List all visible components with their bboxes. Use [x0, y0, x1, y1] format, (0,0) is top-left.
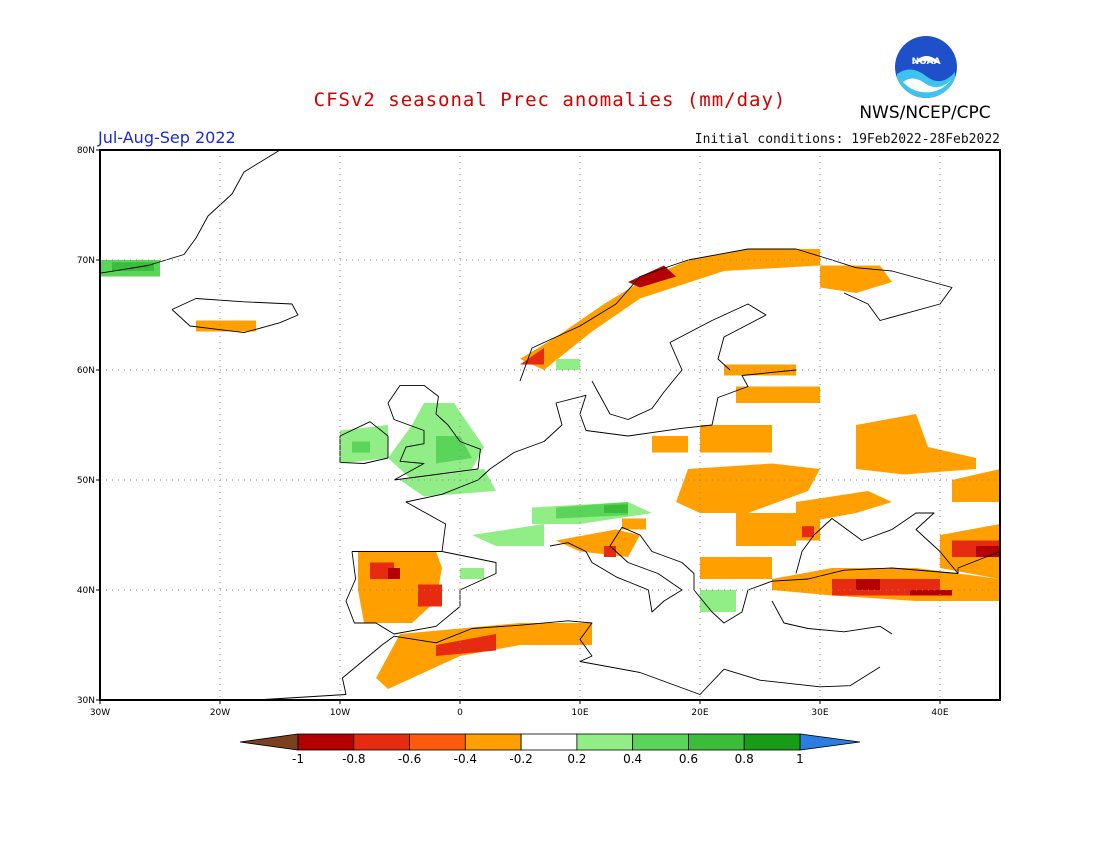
coast-turkey-south [771, 600, 893, 635]
coast-black-sea [795, 512, 959, 574]
lon-tick-label: 10W [330, 708, 350, 718]
colorbar-box [576, 733, 634, 751]
colorbar-tick-label: 0.8 [735, 752, 754, 766]
anomaly-region-north-africa [376, 623, 592, 689]
anomaly-region-italy-north-core [604, 546, 616, 557]
anomaly-region-russia-east [952, 469, 1000, 502]
lat-tick-label: 30N [77, 696, 95, 706]
colorbar-box [743, 733, 801, 751]
noaa-logo: NOAA [895, 36, 957, 99]
colorbar-arrow-high [799, 733, 861, 751]
colorbar-tick-label: 1 [796, 752, 804, 766]
lon-tick-label: 10E [571, 708, 588, 718]
colorbar-box [464, 733, 522, 751]
coast-norway [519, 248, 953, 382]
anomaly-region-ireland-core [352, 441, 370, 453]
lat-tick-label: 80N [77, 146, 95, 156]
colorbar-tick-label: -0.4 [454, 752, 477, 766]
axis-labels: 30W 20W 10W 0 10E 20E 30E 40E 30N 40N 50N 60N 70N 80N [77, 146, 949, 718]
graticule [96, 149, 1000, 704]
anomaly-region-turkey-dark [856, 579, 880, 590]
noaa-logo-text: NOAA [912, 57, 941, 67]
anomaly-region-balkans [700, 590, 736, 612]
anomaly-region-ukraine-west [676, 463, 820, 513]
colorbar-arrow-low [239, 733, 299, 751]
lon-tick-label: 20E [691, 708, 708, 718]
anomaly-region-ukraine-south [796, 491, 892, 524]
colorbar-tick-label: -0.6 [398, 752, 421, 766]
coast-turkey [771, 551, 1001, 582]
anomaly-region-kola [820, 265, 892, 293]
colorbar-box [688, 733, 745, 751]
coast-sweden [591, 303, 767, 420]
anomaly-region-slovenia [622, 518, 646, 530]
lat-tick-label: 60N [77, 366, 95, 376]
anomaly-fill-layer [100, 249, 1000, 689]
coast-ireland [339, 421, 389, 464]
anomaly-region-belarus [700, 425, 772, 453]
colorbar-box [409, 733, 466, 751]
lon-tick-label: 30E [811, 708, 828, 718]
coast-africa [255, 620, 881, 701]
colorbar-tick-label: 0.2 [567, 752, 586, 766]
anomaly-region-iberia-dark [388, 568, 400, 579]
anomaly-region-romania [736, 513, 796, 546]
anomaly-region-lofoten [628, 265, 676, 288]
anomaly-region-north-france [400, 469, 496, 497]
colorbar-tick-label: 0.4 [623, 752, 642, 766]
colorbar-box [353, 733, 410, 751]
lon-tick-label: 0 [457, 708, 463, 718]
anomaly-region-north-spain [460, 568, 484, 579]
anomaly-region-iceland-south [196, 320, 256, 332]
anomaly-region-caucasus-dark [976, 546, 1000, 557]
colorbar-tick-label: 0.6 [679, 752, 698, 766]
coast-gb [387, 384, 481, 481]
colorbar-tick-label: -0.8 [342, 752, 365, 766]
anomaly-region-italy-north [556, 529, 640, 557]
precip-anomaly-map: 30W 20W 10W 0 10E 20E 30E 40E 30N 40N 50N 60N 70N 80N [77, 146, 1001, 718]
colorbar-tick-label: -1 [292, 752, 304, 766]
map-frame [99, 149, 1001, 701]
colorbar-box [632, 733, 689, 751]
anomaly-region-russia-south [856, 414, 976, 475]
coastline-layer [99, 149, 1001, 701]
anomaly-region-norway-core [520, 348, 544, 365]
colorbar: -1 -0.8 -0.6 -0.4 -0.2 0.2 0.4 0.6 0.8 1 [239, 733, 861, 766]
anomaly-region-iberia-core-2 [418, 584, 442, 607]
period-label: Jul-Aug-Sep 2022 [98, 128, 236, 147]
coast-greenland [99, 149, 281, 274]
anomaly-region-poland [652, 436, 688, 453]
colorbar-box [297, 733, 355, 751]
lat-tick-label: 70N [77, 256, 95, 266]
anomaly-region-romania-core [802, 526, 814, 538]
anomaly-region-turkey-dark-2 [910, 590, 952, 596]
anomaly-region-greenland-east-core [112, 262, 154, 271]
anomaly-region-alps-dark [604, 504, 628, 513]
chart-title: CFSv2 seasonal Prec anomalies (mm/day) [313, 89, 787, 111]
lat-tick-label: 40N [77, 586, 95, 596]
anomaly-region-scandinavia-interior [556, 359, 580, 370]
coast-italy [549, 527, 683, 613]
anomaly-region-norway-coast [520, 249, 820, 370]
anomaly-region-greece-north [700, 557, 772, 579]
coast-iberia [345, 551, 497, 635]
anomaly-region-baltic-states [736, 386, 820, 403]
colorbar-tick-label: -0.2 [509, 752, 532, 766]
lon-tick-label: 20W [210, 708, 230, 718]
lon-tick-label: 40E [931, 708, 948, 718]
anomaly-region-south-france [472, 524, 544, 546]
initial-conditions-label: Initial conditions: 19Feb2022-28Feb2022 [694, 132, 1000, 147]
lon-tick-label: 30W [90, 708, 110, 718]
coast-france [405, 468, 491, 552]
agency-label: NWS/NCEP/CPC [859, 103, 991, 123]
coast-north-sea [489, 369, 797, 470]
lat-tick-label: 50N [77, 476, 95, 486]
colorbar-box [520, 733, 578, 751]
anomaly-region-north-africa-core [436, 634, 496, 656]
